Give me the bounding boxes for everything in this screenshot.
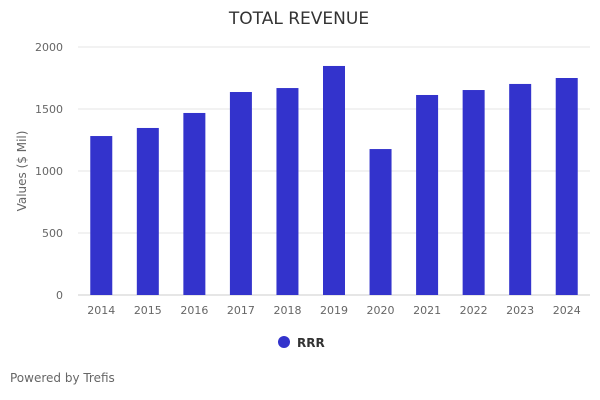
x-tick-label: 2020	[367, 304, 395, 317]
x-tick-label: 2014	[87, 304, 115, 317]
x-tick-label: 2022	[460, 304, 488, 317]
legend-marker	[278, 336, 290, 348]
bar-2014[interactable]	[90, 136, 113, 295]
x-tick-label: 2024	[553, 304, 581, 317]
x-tick-label: 2019	[320, 304, 348, 317]
bar-2015[interactable]	[136, 127, 159, 295]
bar-2016[interactable]	[183, 112, 206, 295]
bar-2024[interactable]	[555, 78, 578, 295]
bar-2022[interactable]	[462, 90, 485, 295]
bar-2019[interactable]	[323, 65, 345, 295]
powered-by-credit[interactable]: Powered by Trefis	[10, 371, 115, 385]
y-tick-label: 500	[42, 227, 63, 240]
y-tick-label: 0	[56, 289, 63, 302]
x-tick-label: 2021	[413, 304, 441, 317]
bar-2020[interactable]	[369, 149, 392, 295]
y-tick-label: 1500	[35, 103, 63, 116]
legend[interactable]: RRR	[278, 336, 325, 350]
x-tick-label: 2023	[506, 304, 534, 317]
y-axis-label: Values ($ Mil)	[15, 131, 29, 212]
x-tick-label: 2016	[180, 304, 208, 317]
x-tick-label: 2018	[273, 304, 301, 317]
x-tick-label: 2015	[134, 304, 162, 317]
bar-2023[interactable]	[509, 83, 532, 296]
x-tick-label: 2017	[227, 304, 255, 317]
chart-title: TOTAL REVENUE	[228, 9, 369, 29]
bar-2018[interactable]	[276, 88, 299, 295]
bar-2017[interactable]	[229, 92, 252, 296]
y-tick-label: 1000	[35, 165, 63, 178]
legend-label: RRR	[297, 336, 325, 350]
y-tick-label: 2000	[35, 41, 63, 54]
bar-2021[interactable]	[416, 94, 439, 295]
